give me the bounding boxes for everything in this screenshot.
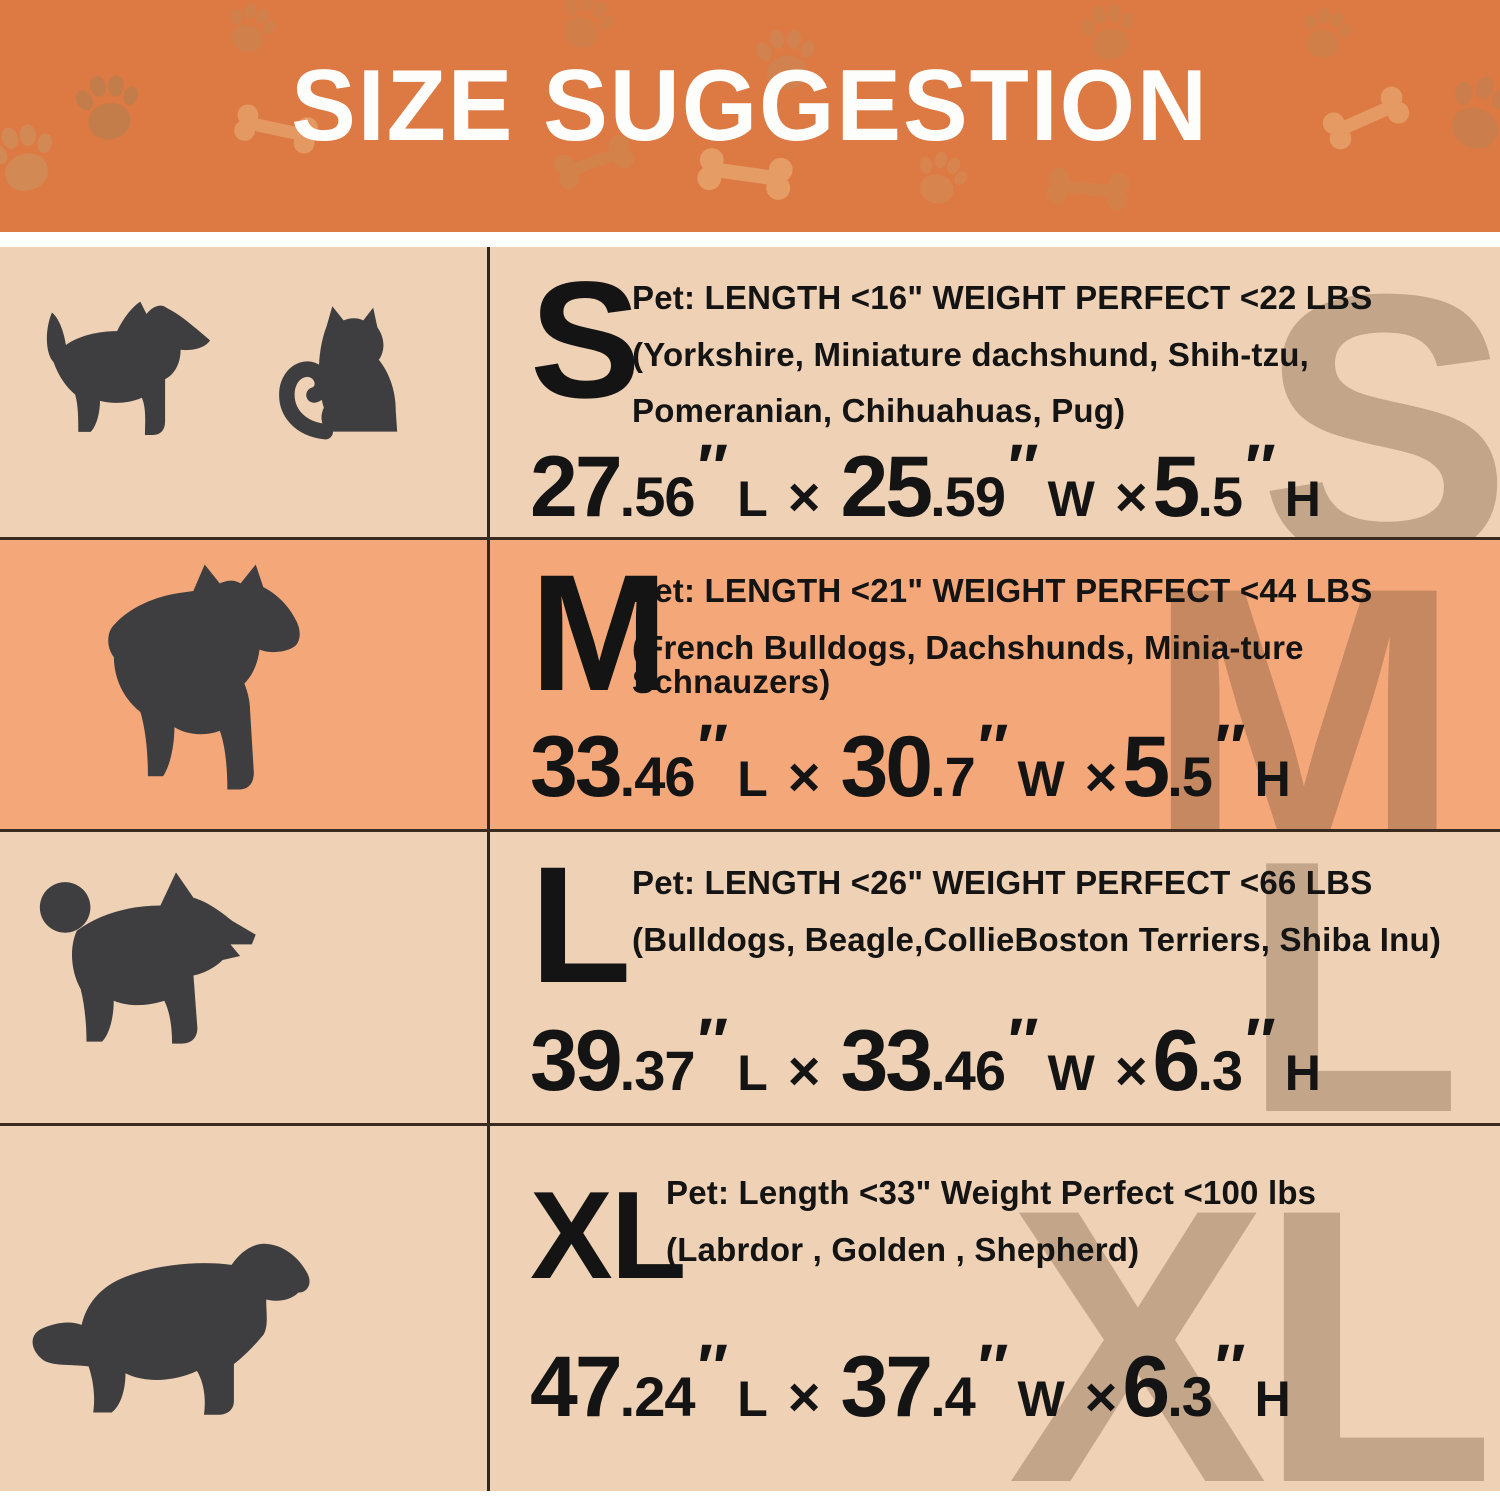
shiba-inu-icon	[34, 860, 316, 1056]
header-divider	[0, 232, 1500, 247]
pet-spec-line: Pet: LENGTH <16" WEIGHT PERFECT <22 LBS	[632, 279, 1373, 316]
size-letter: XL	[530, 1167, 686, 1305]
animal-cell-m	[0, 540, 490, 829]
dimension-height: 6.3 ″ H	[1152, 1005, 1321, 1109]
dimensions-line: 39.37 ″ L × 33.46 ″ W × 6.3 ″ H	[530, 1005, 1482, 1123]
bone-icon	[1038, 163, 1138, 215]
inch-mark: ″	[1007, 1005, 1039, 1078]
breed-line: (Bulldogs, Beagle,CollieBoston Terriers,…	[632, 920, 1442, 958]
info-cell-l: L L Pet: LENGTH <26" WEIGHT PERFECT <66 …	[490, 832, 1500, 1123]
inch-mark: ″	[697, 1331, 729, 1404]
pet-spec-line: Pet: LENGTH <26" WEIGHT PERFECT <66 LBS	[632, 864, 1373, 901]
inch-mark: ″	[1245, 431, 1276, 504]
dimension-width: 30.7 ″ W	[840, 711, 1065, 815]
dimension-height: 6.3 ″ H	[1122, 1331, 1291, 1435]
pet-spec-line: Pet: Length <33" Weight Perfect <100 lbs	[666, 1174, 1317, 1211]
size-row-xl: XL XL Pet: Length <33" Weight Perfect <1…	[0, 1123, 1500, 1491]
inch-mark: ″	[1214, 711, 1246, 784]
dimensions-line: 47.24 ″ L × 37.4 ″ W × 6.3 ″ H	[530, 1331, 1482, 1491]
dimension-length: 27.56 ″ L	[530, 431, 768, 535]
size-letter: L	[530, 833, 631, 1018]
animal-cell-s	[0, 247, 490, 537]
size-row-m: M M Pet: LENGTH <21" WEIGHT PERFECT <44 …	[0, 537, 1500, 829]
size-row-s: S S Pet: LENGTH <16" WEIGHT PERFECT <22 …	[0, 247, 1500, 537]
multiply-sign: ×	[1084, 1365, 1118, 1428]
size-letter: S	[530, 248, 641, 433]
dimension-width: 37.4 ″ W	[840, 1331, 1065, 1435]
multiply-sign: ×	[1114, 1039, 1148, 1102]
terrier-dog-icon	[30, 297, 232, 452]
inch-mark: ″	[1007, 431, 1039, 504]
dimension-width: 33.46 ″ W	[840, 1005, 1095, 1109]
inch-mark: ″	[1214, 1331, 1246, 1404]
size-letter: M	[530, 541, 668, 726]
inch-mark: ″	[697, 1005, 729, 1078]
multiply-sign: ×	[787, 1365, 821, 1428]
info-cell-xl: XL XL Pet: Length <33" Weight Perfect <1…	[490, 1126, 1500, 1491]
dimension-length: 33.46 ″ L	[530, 711, 768, 815]
dimension-height: 5.5 ″ H	[1122, 711, 1291, 815]
multiply-sign: ×	[1114, 464, 1148, 528]
breed-line: (French Bulldogs, Dachshunds, Minia-ture…	[632, 628, 1304, 701]
dimension-height: 5.5 ″ H	[1152, 431, 1321, 535]
dimension-length: 47.24 ″ L	[530, 1331, 768, 1435]
inch-mark: ″	[1245, 1005, 1276, 1078]
cat-icon	[272, 302, 418, 450]
inch-mark: ″	[697, 711, 729, 784]
multiply-sign: ×	[1084, 745, 1118, 808]
dimensions-line: 27.56 ″ L × 25.59 ″ W × 5.5 ″ H	[530, 431, 1482, 537]
breed-line: Pomeranian, Chihuahuas, Pug)	[632, 392, 1126, 430]
multiply-sign: ×	[787, 464, 821, 528]
inch-mark: ″	[977, 711, 1009, 784]
inch-mark: ″	[697, 431, 729, 504]
golden-retriever-icon	[24, 1230, 370, 1422]
multiply-sign: ×	[787, 1039, 821, 1102]
animal-cell-xl	[0, 1126, 490, 1491]
size-row-l: L L Pet: LENGTH <26" WEIGHT PERFECT <66 …	[0, 829, 1500, 1123]
breed-line: (Yorkshire, Miniature dachshund, Shih-tz…	[632, 335, 1310, 373]
dimension-length: 39.37 ″ L	[530, 1005, 768, 1109]
info-cell-m: M M Pet: LENGTH <21" WEIGHT PERFECT <44 …	[490, 540, 1500, 829]
multiply-sign: ×	[787, 745, 821, 808]
french-bulldog-icon	[95, 558, 303, 796]
dimensions-line: 33.46 ″ L × 30.7 ″ W × 5.5 ″ H	[530, 711, 1482, 829]
info-cell-s: S S Pet: LENGTH <16" WEIGHT PERFECT <22 …	[490, 247, 1500, 537]
header-banner: SIZE SUGGESTION	[0, 0, 1500, 232]
page-title: SIZE SUGGESTION	[291, 50, 1209, 162]
breed-line: (Labrdor , Golden , Shepherd)	[666, 1230, 1140, 1268]
inch-mark: ″	[977, 1331, 1009, 1404]
dimension-width: 25.59 ″ W	[840, 431, 1095, 535]
pet-spec-line: Pet: LENGTH <21" WEIGHT PERFECT <44 LBS	[632, 572, 1373, 609]
animal-cell-l	[0, 832, 490, 1123]
